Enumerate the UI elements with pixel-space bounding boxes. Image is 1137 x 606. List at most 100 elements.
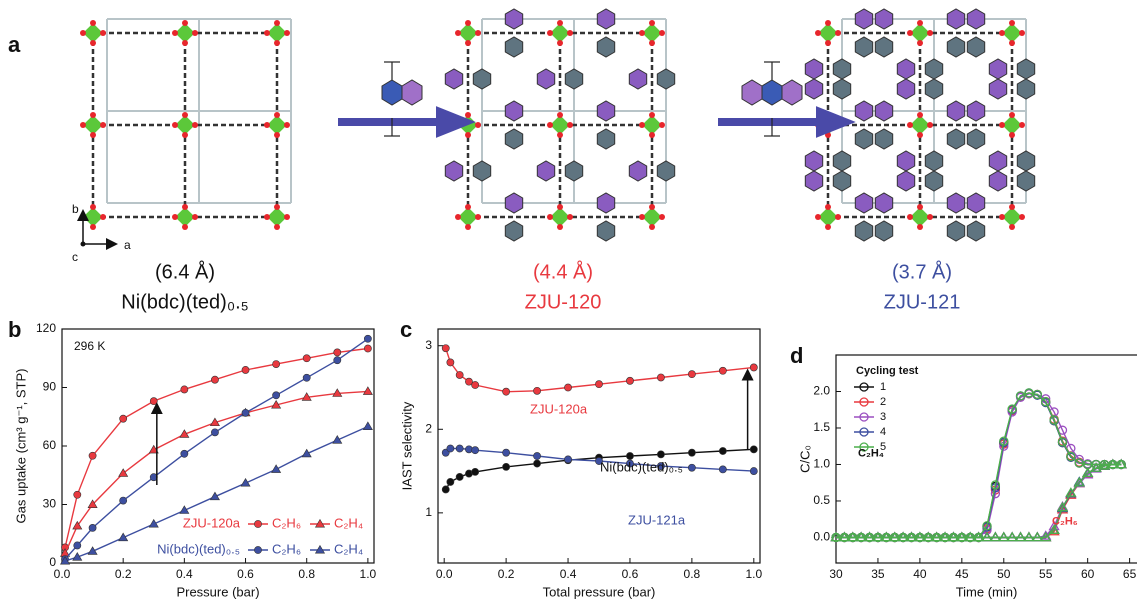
data-point <box>626 452 634 460</box>
data-point <box>657 450 665 459</box>
y-tick-label: 1.5 <box>813 420 830 434</box>
oxygen <box>100 214 106 220</box>
pendant-ring <box>1016 58 1036 80</box>
metal-node <box>83 115 103 135</box>
pendant-ring <box>596 36 616 58</box>
oxygen <box>649 112 655 118</box>
legend-marker <box>314 544 326 554</box>
oxygen <box>917 132 923 138</box>
oxygen <box>815 30 821 36</box>
oxygen <box>1009 20 1015 26</box>
data-point <box>209 491 220 501</box>
data-point <box>905 531 918 542</box>
data-point <box>1065 489 1077 499</box>
oxygen <box>264 214 270 220</box>
pendant-ring <box>854 192 874 214</box>
pendant-ring <box>924 150 944 172</box>
oxygen <box>999 30 1005 36</box>
pendant-ring <box>832 170 852 192</box>
data-point <box>847 531 859 542</box>
oxygen <box>917 224 923 230</box>
data-point <box>455 371 464 379</box>
pendant-ring <box>1016 150 1036 172</box>
pendant-ring <box>966 192 986 214</box>
pendant-ring <box>946 192 966 214</box>
data-point <box>471 446 480 455</box>
data-point <box>148 444 159 454</box>
data-point <box>990 480 1001 490</box>
pendant-ring <box>596 128 616 150</box>
structure-name: Ni(bdc)(ted)₀.₅ <box>121 291 249 313</box>
series-line <box>64 347 368 548</box>
data-point <box>889 531 901 542</box>
oxygen <box>999 214 1005 220</box>
data-point <box>687 463 696 472</box>
pendant-ring <box>504 128 524 150</box>
data-point <box>749 363 758 372</box>
oxygen <box>567 122 573 128</box>
pendant-ring <box>804 58 824 80</box>
oxygen <box>475 122 481 128</box>
legend-marker <box>859 382 869 392</box>
data-point <box>863 531 876 542</box>
x-tick-label: 0.4 <box>560 567 577 581</box>
data-point <box>118 468 129 477</box>
data-point <box>179 429 190 438</box>
oxygen <box>999 122 1005 128</box>
panel-label: a <box>8 32 21 57</box>
oxygen <box>182 204 188 210</box>
pendant-ring <box>804 170 824 192</box>
x-tick-label: 60 <box>1081 567 1095 581</box>
oxygen <box>455 30 461 36</box>
x-tick-label: 50 <box>997 567 1011 581</box>
oxygen <box>172 30 178 36</box>
y-tick-label: 1.0 <box>813 457 830 471</box>
pendant-ring <box>504 220 524 242</box>
data-point <box>1065 487 1077 497</box>
x-tick-label: 0.6 <box>237 567 254 581</box>
x-tick-label: 1.0 <box>745 567 762 581</box>
metal-node <box>175 207 195 227</box>
data-point <box>981 531 993 542</box>
y-tick-label: 120 <box>36 321 56 335</box>
pendant-ring <box>896 170 916 192</box>
oxygen <box>835 214 841 220</box>
axis-letter: c <box>72 250 78 264</box>
data-point <box>989 531 1002 542</box>
data-point <box>179 505 190 514</box>
data-point <box>271 399 282 409</box>
y-tick-label: 90 <box>43 380 57 394</box>
annotation: 296 K <box>74 339 105 353</box>
x-tick-label: 30 <box>829 567 843 581</box>
x-tick-label: 0.0 <box>436 567 453 581</box>
pore-size: (6.4 Å) <box>155 260 215 283</box>
pendant-ring <box>946 36 966 58</box>
oxygen <box>547 30 553 36</box>
oxygen <box>284 30 290 36</box>
data-point <box>595 380 603 389</box>
pendant-ring <box>946 128 966 150</box>
oxygen <box>465 20 471 26</box>
ligand-icon <box>381 61 423 137</box>
axis-letter: b <box>72 202 79 216</box>
oxygen <box>100 30 106 36</box>
pendant-ring <box>656 160 676 182</box>
data-point <box>1031 531 1043 542</box>
data-point <box>533 386 541 395</box>
curve-label: C₂H₆ <box>1052 515 1078 527</box>
data-point <box>272 391 281 400</box>
series-line <box>836 463 1122 539</box>
oxygen <box>90 224 96 230</box>
pendant-ring <box>804 78 824 100</box>
data-point <box>1049 415 1059 425</box>
metal-node <box>83 23 103 43</box>
oxygen <box>475 214 481 220</box>
structure-name: ZJU-121 <box>884 291 961 313</box>
data-point <box>60 555 71 565</box>
data-point <box>149 397 158 406</box>
legend-label: 2 <box>880 396 886 408</box>
pendant-ring <box>854 36 874 58</box>
pore-size: (3.7 Å) <box>892 260 952 283</box>
pendant-ring <box>804 150 824 172</box>
metal-node <box>642 115 662 135</box>
